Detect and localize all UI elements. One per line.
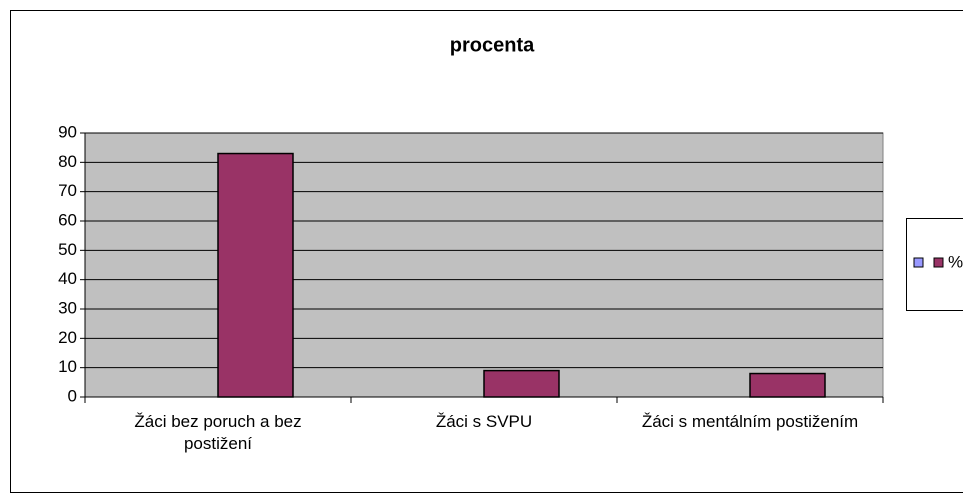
x-tick-label: Žáci s SVPU xyxy=(435,412,533,431)
y-tick-label: 20 xyxy=(58,328,77,347)
bar xyxy=(217,152,294,398)
y-tick-label: 30 xyxy=(58,298,77,317)
plot-area xyxy=(84,132,884,398)
y-tick-label: 90 xyxy=(58,122,77,141)
bar xyxy=(749,372,826,398)
y-tick-label: 40 xyxy=(58,269,77,288)
legend-swatch xyxy=(913,257,924,268)
y-tick-label: 80 xyxy=(58,152,77,171)
y-tick-label: 70 xyxy=(58,181,77,200)
y-tick-label: 10 xyxy=(58,357,77,376)
legend-label: % xyxy=(948,252,963,271)
bar xyxy=(483,369,560,398)
x-tick-label: Žáci bez poruch a bez postižení xyxy=(134,412,302,453)
x-tick-label: Žáci s mentálním postižením xyxy=(641,412,859,431)
chart-title: procenta xyxy=(450,34,535,56)
y-tick-label: 50 xyxy=(58,240,77,259)
legend-swatch xyxy=(933,257,944,268)
y-tick-label: 60 xyxy=(58,210,77,229)
y-tick-label: 0 xyxy=(68,386,77,405)
